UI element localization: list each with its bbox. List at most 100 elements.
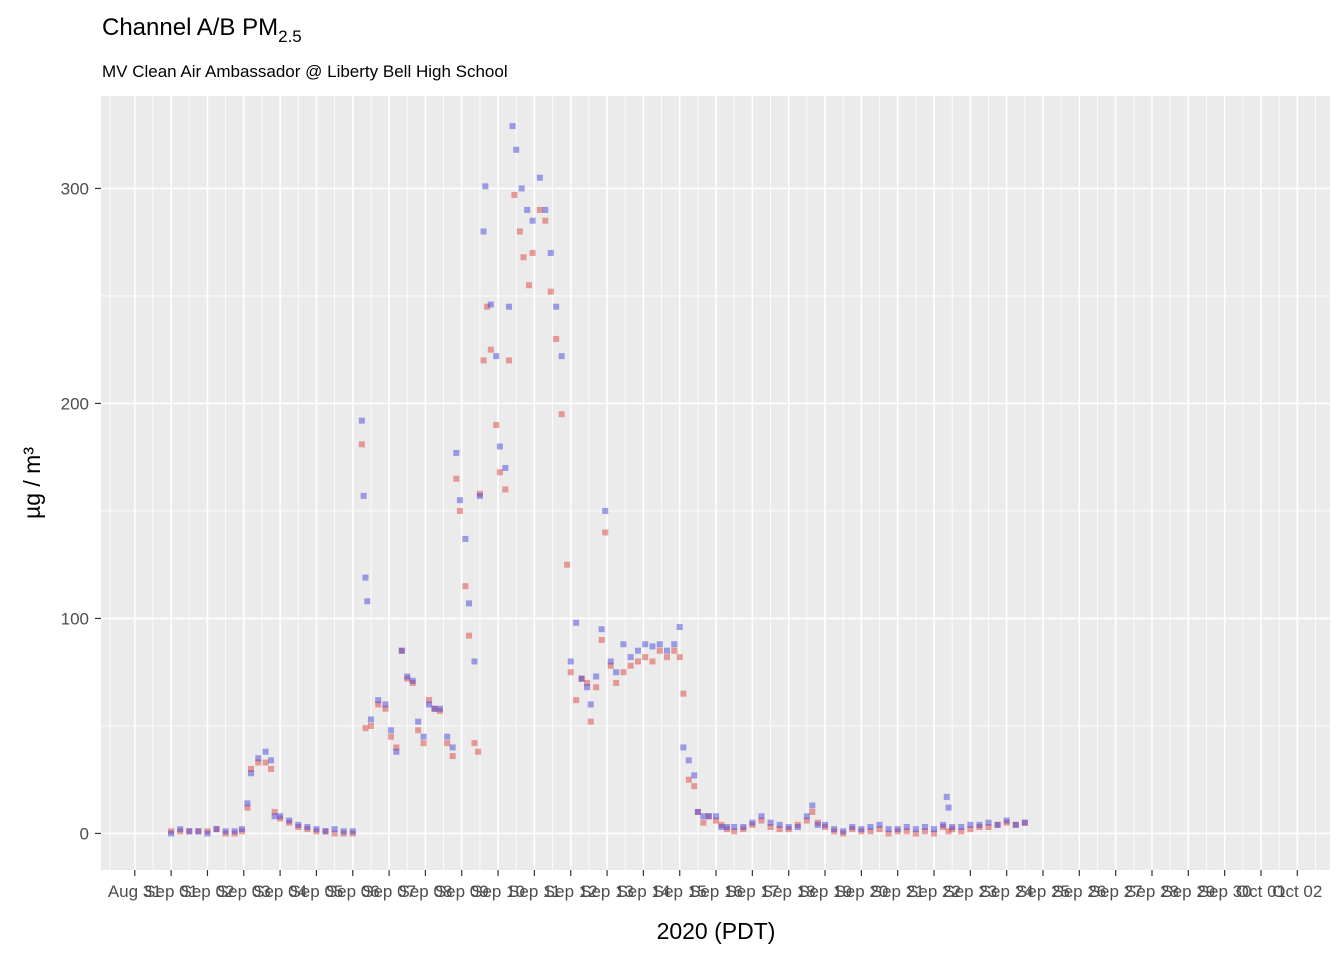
data-point xyxy=(876,821,883,828)
data-point xyxy=(573,697,580,704)
x-tick-label: Sep 11 xyxy=(508,882,561,901)
data-point xyxy=(520,254,527,261)
data-point xyxy=(620,641,627,648)
data-point xyxy=(547,249,554,256)
data-point xyxy=(271,813,278,820)
data-point xyxy=(676,624,683,631)
data-point xyxy=(502,464,509,471)
data-point xyxy=(749,819,756,826)
data-point xyxy=(931,830,938,837)
data-point xyxy=(255,755,262,762)
x-tick-label: Sep 05 xyxy=(289,882,343,901)
data-point xyxy=(475,748,482,755)
data-point xyxy=(656,647,663,654)
data-point xyxy=(426,697,433,704)
data-point xyxy=(360,492,367,499)
x-tick-label: Sep 15 xyxy=(653,882,707,901)
data-point xyxy=(420,733,427,740)
x-tick-label: Sep 27 xyxy=(1089,882,1143,901)
data-point xyxy=(367,716,374,723)
data-point xyxy=(480,228,487,235)
data-point xyxy=(664,654,671,661)
x-tick-label: Aug 31 xyxy=(108,882,162,901)
grid-major-x xyxy=(133,96,1299,870)
data-point xyxy=(436,705,443,712)
data-point xyxy=(444,733,451,740)
data-point xyxy=(967,826,974,833)
data-point xyxy=(593,673,600,680)
data-point xyxy=(867,828,874,835)
data-point xyxy=(271,808,278,815)
data-point xyxy=(362,725,369,732)
data-point xyxy=(627,662,634,669)
data-point xyxy=(277,813,284,820)
data-point xyxy=(262,748,269,755)
data-point xyxy=(529,249,536,256)
chart-subtitle: MV Clean Air Ambassador @ Liberty Bell H… xyxy=(102,62,508,81)
data-point xyxy=(713,817,720,824)
data-point xyxy=(558,353,565,360)
data-point xyxy=(331,826,338,833)
data-point xyxy=(415,727,422,734)
data-point xyxy=(393,744,400,751)
data-point xyxy=(547,288,554,295)
data-point xyxy=(358,441,365,448)
data-point xyxy=(505,303,512,310)
data-point xyxy=(943,793,950,800)
data-point xyxy=(204,830,211,837)
data-point xyxy=(255,759,262,766)
data-point xyxy=(487,346,494,353)
data-point xyxy=(487,301,494,308)
x-tick-label: Sep 21 xyxy=(871,882,925,901)
x-tick-label: Sep 26 xyxy=(1052,882,1106,901)
x-tick-label: Sep 20 xyxy=(834,882,888,901)
data-point xyxy=(627,654,634,661)
data-point xyxy=(740,824,747,830)
data-point xyxy=(985,819,992,826)
data-point xyxy=(885,830,892,837)
data-point xyxy=(248,765,255,772)
data-point xyxy=(680,744,687,751)
data-point xyxy=(831,826,838,833)
data-point xyxy=(420,740,427,747)
data-point xyxy=(945,828,952,835)
data-point xyxy=(607,662,614,669)
data-point xyxy=(553,335,560,342)
data-point xyxy=(876,826,883,833)
data-point xyxy=(642,654,649,661)
data-point xyxy=(509,123,516,130)
data-point xyxy=(602,507,609,514)
x-tick-label: Sep 13 xyxy=(580,882,634,901)
data-point xyxy=(382,701,389,708)
data-point xyxy=(426,701,433,708)
data-point xyxy=(471,740,478,747)
x-tick-label: Sep 25 xyxy=(1016,882,1070,901)
data-point xyxy=(685,757,692,764)
data-point xyxy=(536,174,543,181)
data-point xyxy=(731,824,738,830)
data-point xyxy=(642,641,649,648)
data-point xyxy=(331,830,338,837)
data-point xyxy=(525,282,532,289)
x-tick-label: Sep 14 xyxy=(616,882,670,901)
data-point xyxy=(567,658,574,665)
data-point xyxy=(767,824,774,830)
x-tick-label: Sep 03 xyxy=(217,882,271,901)
data-point xyxy=(213,826,220,833)
x-tick-label: Sep 10 xyxy=(471,882,525,901)
data-point xyxy=(168,830,175,837)
data-point xyxy=(262,759,269,766)
data-point xyxy=(268,757,275,764)
data-point xyxy=(903,828,910,835)
data-point xyxy=(340,828,347,835)
data-point xyxy=(524,206,531,213)
data-point xyxy=(1021,819,1028,826)
data-point xyxy=(680,690,687,697)
x-tick-label: Sep 23 xyxy=(943,882,997,901)
data-point xyxy=(691,783,698,790)
data-point xyxy=(444,740,451,747)
data-point xyxy=(558,411,565,418)
data-point xyxy=(375,701,382,708)
